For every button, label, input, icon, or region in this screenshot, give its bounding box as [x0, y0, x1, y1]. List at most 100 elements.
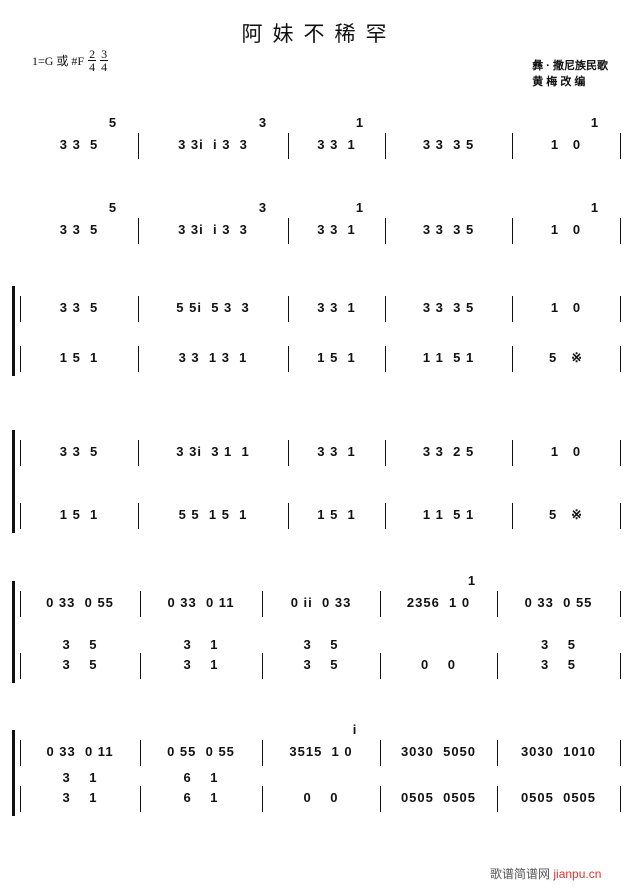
measure: 3030 1010 — [520, 744, 597, 759]
measure: 0 33 0 11 — [167, 595, 235, 610]
barline — [512, 133, 513, 159]
measure: 1 0 — [550, 444, 582, 459]
upper-note: 3 — [258, 200, 268, 215]
measure: 3 3i 3 1 1 — [176, 444, 250, 459]
measure: 0505 0505 — [400, 790, 477, 805]
barline — [138, 346, 139, 372]
key-text: 1=G 或 #F — [32, 54, 85, 68]
barline — [620, 346, 621, 372]
measure: 0 33 0 55 — [46, 595, 114, 610]
measure: 3 3 1 — [317, 300, 356, 315]
barline — [380, 786, 381, 812]
barline — [512, 296, 513, 322]
barline — [385, 133, 386, 159]
measure: 1 5 1 — [59, 507, 99, 522]
barline — [288, 346, 289, 372]
barline — [20, 503, 21, 529]
measure: 3 3 1 3 1 — [178, 350, 248, 365]
barline — [512, 218, 513, 244]
barline — [20, 653, 21, 679]
barline — [497, 740, 498, 766]
measure: 3 5 — [541, 657, 576, 672]
barline — [385, 440, 386, 466]
barline — [620, 133, 621, 159]
barline — [288, 218, 289, 244]
barline — [20, 346, 21, 372]
measure: 1 1 5 1 — [422, 350, 475, 365]
barline — [620, 740, 621, 766]
measure: 3 1 — [62, 790, 98, 805]
measure: 0 ii 0 33 — [290, 595, 352, 610]
measure: 1 5 1 — [317, 507, 356, 522]
barline — [620, 653, 621, 679]
upper-note: 1 — [355, 200, 365, 215]
barline — [138, 218, 139, 244]
measure: 3 3 3 5 — [422, 300, 475, 315]
measure: 1 1 5 1 — [422, 507, 475, 522]
origin-credit: 彝 · 撒尼族民歌 — [532, 60, 608, 72]
upper-note: i — [352, 722, 358, 737]
time-num: 2 — [88, 47, 97, 61]
upper-note: 1 — [355, 115, 365, 130]
barline — [620, 591, 621, 617]
measure: 6 1 — [183, 790, 219, 805]
measure: 3 1 — [183, 657, 219, 672]
credits: 彝 · 撒尼族民歌 黄 梅 改 编 — [532, 58, 608, 90]
barline — [512, 346, 513, 372]
time-den: 4 — [89, 60, 96, 74]
barline — [262, 653, 263, 679]
barline — [497, 591, 498, 617]
measure: 3 3i i 3 3 — [178, 222, 248, 237]
barline — [497, 653, 498, 679]
song-title: 阿妹不稀罕 — [241, 22, 397, 46]
measure: 3 5 — [541, 637, 576, 652]
measure: 5 5i 5 3 3 — [176, 300, 250, 315]
measure: 5 ※ — [549, 507, 583, 522]
barline — [288, 503, 289, 529]
measure: 3 3 5 — [59, 137, 99, 152]
watermark-cn: 歌谱简谱网 — [490, 867, 551, 881]
barline — [138, 133, 139, 159]
upper-note: 3 — [258, 115, 268, 130]
barline — [262, 591, 263, 617]
measure: 3 3i i 3 3 — [178, 137, 248, 152]
measure: 6 1 — [183, 770, 219, 785]
barline — [385, 296, 386, 322]
measure: 1 5 1 — [59, 350, 99, 365]
barline — [385, 346, 386, 372]
barline — [262, 786, 263, 812]
measure: 0 33 0 11 — [46, 744, 114, 759]
time-num: 3 — [100, 47, 109, 61]
watermark-en: jianpu.cn — [553, 867, 602, 881]
measure: 3 3 5 — [59, 222, 99, 237]
barline — [380, 591, 381, 617]
measure: 0 33 0 55 — [524, 595, 593, 610]
barline — [20, 591, 21, 617]
barline — [380, 740, 381, 766]
barline — [620, 503, 621, 529]
watermark: 歌谱简谱网 jianpu.cn — [490, 865, 601, 882]
measure: 5 ※ — [549, 350, 583, 365]
measure: 5 5 1 5 1 — [178, 507, 248, 522]
barline — [497, 786, 498, 812]
upper-note: 1 — [590, 200, 600, 215]
measure: 1 0 — [550, 137, 582, 152]
measure: 3 5 — [62, 657, 98, 672]
measure: 2356 1 0 — [406, 595, 471, 610]
upper-note: 5 — [108, 115, 118, 130]
barline — [620, 296, 621, 322]
barline — [385, 218, 386, 244]
barline — [288, 296, 289, 322]
barline — [620, 786, 621, 812]
barline — [140, 740, 141, 766]
system-bracket — [12, 430, 15, 533]
measure: 3030 5050 — [400, 744, 477, 759]
barline — [140, 786, 141, 812]
measure: 3 5 — [303, 657, 339, 672]
measure: 0 55 0 55 — [167, 744, 235, 759]
measure: 0 0 — [303, 790, 339, 805]
